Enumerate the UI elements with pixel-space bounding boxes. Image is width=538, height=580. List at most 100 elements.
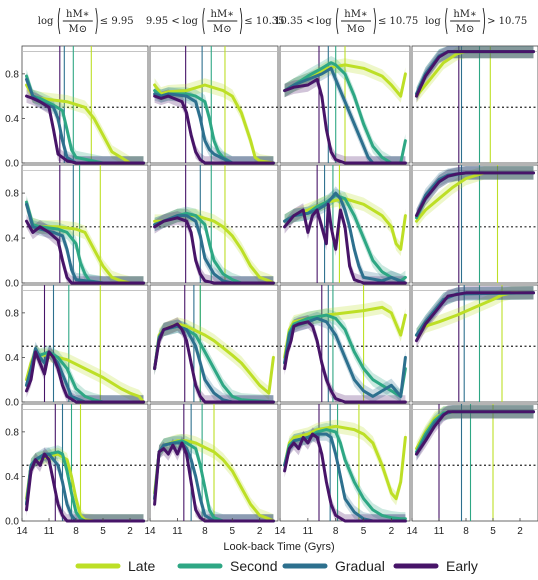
band-second bbox=[416, 405, 534, 459]
y-tick-label: 0.4 bbox=[5, 234, 19, 245]
x-tick-label: 14 bbox=[274, 526, 286, 537]
left-paren bbox=[57, 7, 61, 35]
x-tick-label: 2 bbox=[257, 526, 263, 537]
panel bbox=[21, 45, 149, 165]
band-late bbox=[416, 286, 534, 342]
band-late bbox=[154, 78, 274, 163]
series-early bbox=[153, 322, 275, 404]
series-gradual bbox=[283, 432, 407, 523]
log-label: log bbox=[425, 16, 441, 27]
panel-grid bbox=[21, 45, 538, 523]
series-early bbox=[415, 291, 535, 343]
band-second bbox=[154, 206, 274, 283]
panel-frame bbox=[21, 284, 149, 403]
x-tick-label: 8 bbox=[73, 526, 79, 537]
panel bbox=[21, 164, 149, 285]
column-header: log hM∗ M⊙ ≤ 9.95 bbox=[38, 7, 134, 35]
band-early bbox=[416, 286, 534, 348]
y-tick-label: 0.4 bbox=[5, 114, 19, 125]
band-early bbox=[416, 166, 534, 223]
header-text: > 10.75 bbox=[487, 16, 527, 27]
panel bbox=[149, 284, 279, 404]
x-tick-label: 14 bbox=[16, 526, 28, 537]
series-early bbox=[153, 441, 275, 523]
panel bbox=[279, 403, 411, 523]
legend-label: Gradual bbox=[335, 558, 385, 574]
fraction-denominator: M⊙ bbox=[213, 24, 232, 35]
legend-item-early: Early bbox=[393, 558, 478, 574]
band-early bbox=[284, 197, 406, 283]
series-late bbox=[283, 424, 407, 501]
column-header: log hM∗ M⊙ > 10.75 bbox=[425, 7, 527, 35]
axis-ticks: 0.0 0.4 0.8 0.0 0.4 0.8 0.0 0.4 0.8 0.0 0.4 0.8 14 11… bbox=[5, 69, 523, 537]
column-header: 9.95 < log hM∗ M⊙ ≤ 10.35 bbox=[146, 7, 284, 35]
y-tick-label: 0.8 bbox=[5, 427, 19, 438]
y-tick-label: 0.0 bbox=[5, 279, 19, 290]
y-tick-label: 0.8 bbox=[5, 69, 19, 80]
fraction-denominator: M⊙ bbox=[347, 24, 366, 35]
series-early bbox=[283, 202, 407, 285]
right-paren bbox=[239, 7, 243, 35]
x-tick-label: 2 bbox=[517, 526, 523, 537]
series-second bbox=[283, 313, 407, 398]
fraction-denominator: M⊙ bbox=[456, 24, 475, 35]
series-gradual bbox=[283, 66, 407, 165]
left-paren bbox=[202, 7, 205, 35]
y-tick-label: 0.8 bbox=[5, 189, 19, 200]
band-late bbox=[154, 208, 274, 283]
panel-frame bbox=[21, 164, 149, 284]
y-tick-label: 0.4 bbox=[5, 353, 19, 364]
fraction-numerator: hM∗ bbox=[211, 9, 234, 20]
band-gradual bbox=[416, 405, 534, 461]
panel-frame bbox=[411, 284, 538, 403]
legend-label: Second bbox=[230, 558, 277, 574]
x-tick-label: 8 bbox=[202, 526, 208, 537]
series-early bbox=[283, 432, 407, 523]
fraction-denominator: M⊙ bbox=[68, 24, 87, 35]
band-early bbox=[154, 211, 274, 283]
left-paren bbox=[336, 7, 339, 35]
x-tick-label: 14 bbox=[144, 526, 156, 537]
fraction-numerator: hM∗ bbox=[453, 9, 476, 20]
panel bbox=[21, 284, 149, 404]
series-early bbox=[283, 77, 407, 165]
x-tick-label: 5 bbox=[230, 526, 236, 537]
panel bbox=[21, 403, 149, 523]
panel bbox=[411, 403, 538, 522]
x-tick-label: 11 bbox=[434, 526, 445, 537]
log-label: log bbox=[316, 16, 332, 27]
band-second bbox=[26, 445, 144, 521]
panel bbox=[279, 164, 411, 285]
header-text: 9.95 < bbox=[146, 16, 180, 27]
band-early bbox=[416, 405, 534, 461]
series-early bbox=[25, 452, 145, 523]
legend-item-gradual: Gradual bbox=[282, 558, 385, 574]
x-tick-label: 14 bbox=[406, 526, 418, 537]
y-tick-label: 0.4 bbox=[5, 472, 19, 483]
band-gradual bbox=[154, 208, 274, 283]
y-tick-label: 0.0 bbox=[5, 159, 19, 170]
band-second bbox=[416, 166, 534, 225]
left-paren bbox=[445, 7, 448, 35]
series-early bbox=[25, 350, 145, 404]
series-early bbox=[283, 320, 407, 404]
series-late bbox=[153, 83, 275, 165]
header-text: 10.35 < bbox=[274, 16, 314, 27]
column-header: 10.35 < log hM∗ M⊙ ≤ 10.75 bbox=[274, 7, 418, 35]
band-late bbox=[26, 447, 144, 521]
panel bbox=[149, 45, 279, 165]
x-tick-label: 11 bbox=[303, 526, 314, 537]
series-early bbox=[153, 216, 275, 285]
right-paren bbox=[373, 7, 376, 35]
panel-frame bbox=[279, 284, 411, 403]
series-early bbox=[25, 219, 145, 285]
legend-item-second: Second bbox=[177, 558, 277, 574]
y-tick-label: 0.0 bbox=[5, 517, 19, 528]
series-early bbox=[25, 94, 145, 165]
x-tick-label: 8 bbox=[463, 526, 469, 537]
panel-frame bbox=[21, 403, 149, 522]
series-early bbox=[415, 171, 535, 218]
fraction-numerator: hM∗ bbox=[66, 9, 89, 20]
